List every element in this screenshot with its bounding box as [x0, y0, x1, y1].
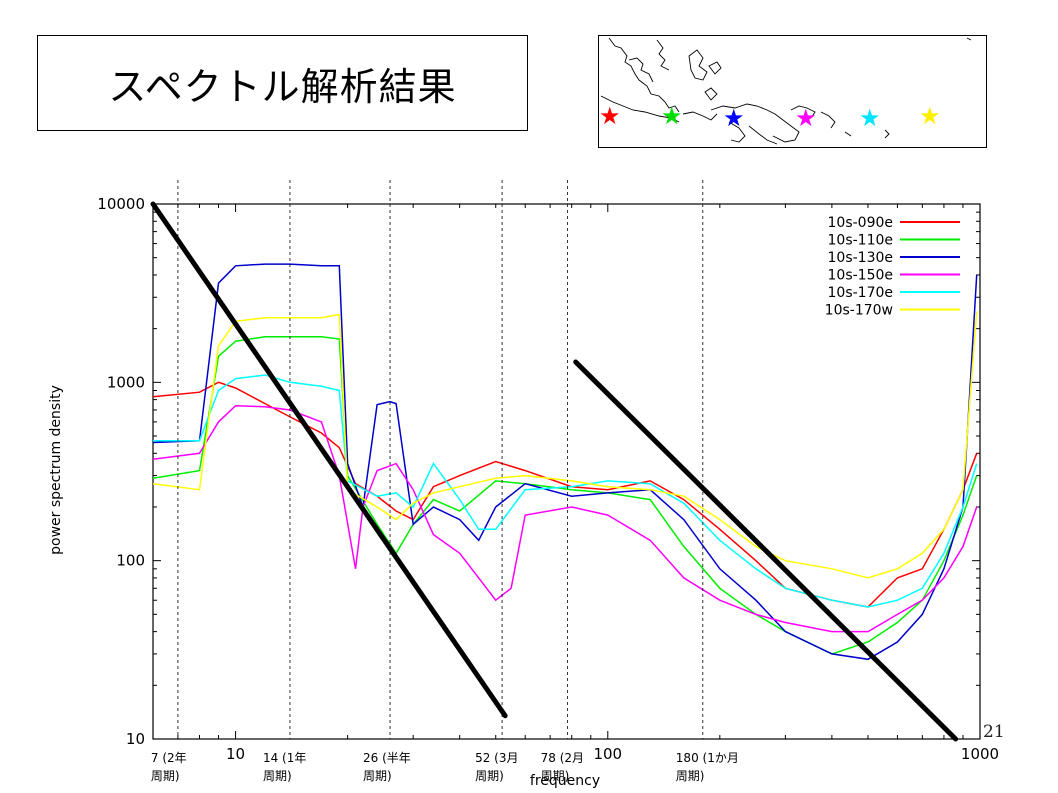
period-label: 周期) [541, 769, 570, 783]
legend-label: 10s-170w [825, 303, 893, 319]
slide-title: スペクトル解析結果 [108, 64, 457, 109]
coastline-map-icon: ★ ★ ★ ★ ★ ★ [599, 37, 972, 145]
period-label: 7 (2年 [151, 751, 187, 765]
blue-star-icon: ★ [723, 104, 745, 132]
x-tick-label: 100 [593, 745, 622, 763]
series-line-10s-170w [152, 311, 978, 579]
legend-label: 10s-150e [828, 268, 894, 284]
legend-label: 10s-130e [828, 250, 894, 266]
series-line-10s-130e [152, 263, 978, 661]
red-star-icon: ★ [599, 102, 621, 130]
y-tick-label: 10000 [97, 195, 145, 213]
magenta-star-icon: ★ [795, 104, 817, 132]
yellow-star-icon: ★ [919, 102, 941, 130]
legend-label: 10s-170e [828, 285, 894, 301]
green-star-icon: ★ [661, 102, 683, 130]
period-label: 周期) [263, 769, 292, 783]
period-label: 52 (3月 [475, 751, 518, 765]
period-label: 26 (半年 [363, 751, 411, 765]
period-label: 180 (1か月 [676, 751, 739, 765]
cyan-star-icon: ★ [859, 104, 881, 132]
series-line-10s-150e [152, 404, 978, 633]
y-tick-label: 10 [126, 730, 145, 748]
map-markers: ★ ★ ★ ★ ★ ★ [599, 102, 941, 132]
period-label: 14 (1年 [263, 751, 306, 765]
period-label: 周期) [151, 769, 180, 783]
x-tick-label: 1000 [961, 745, 999, 763]
series-line-10s-170e [153, 374, 978, 608]
plot-area: 10000 1000 100 10 10 100 1000 [97, 195, 999, 763]
x-tick-label: 10 [226, 745, 245, 763]
period-label: 周期) [363, 769, 392, 783]
legend-label: 10s-110e [828, 233, 894, 249]
trend-line [573, 359, 959, 742]
plot-frame [152, 203, 981, 740]
trend-line [150, 201, 508, 719]
x-axis-label: frequency [530, 773, 600, 789]
y-tick-label: 1000 [107, 373, 145, 391]
page-number: 21 [983, 722, 1005, 742]
legend-label: 10s-090e [828, 215, 894, 231]
series-line-10s-110e [152, 336, 978, 655]
coastlines [600, 37, 972, 145]
series-line-10s-090e [152, 381, 978, 608]
period-label: 周期) [676, 769, 705, 783]
region-map: ★ ★ ★ ★ ★ ★ [598, 35, 987, 148]
y-axis-label: power spectrum density [48, 385, 64, 555]
period-label: 78 (2月 [541, 751, 584, 765]
period-label: 周期) [475, 769, 504, 783]
title-box: スペクトル解析結果 [37, 35, 528, 131]
y-tick-label: 100 [116, 552, 145, 570]
